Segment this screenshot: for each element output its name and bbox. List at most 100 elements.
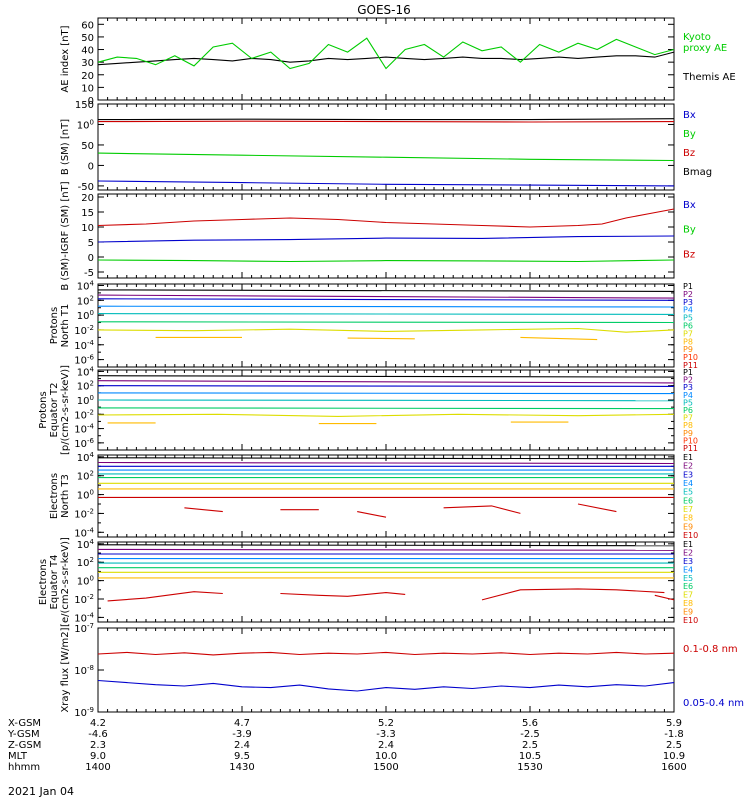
tick-label: 20 — [81, 71, 94, 82]
tick-label: 10-4 — [74, 339, 94, 352]
series-0.1-0.8-nm — [97, 651, 675, 656]
legend-p3: P3 — [683, 298, 693, 307]
series-bmag — [97, 118, 675, 121]
legend-e9: E9 — [683, 522, 693, 531]
legend-p1: P1 — [683, 282, 693, 291]
legend-p9: P9 — [683, 429, 693, 438]
legend-p8: P8 — [683, 421, 693, 430]
tick-label: 15 — [81, 208, 94, 219]
series-p4 — [97, 305, 675, 308]
series-e1 — [97, 544, 675, 547]
legend-p4: P4 — [683, 306, 693, 315]
tick-label: 50 — [81, 33, 94, 44]
legend-p7: P7 — [683, 414, 693, 423]
legend-p3: P3 — [683, 383, 693, 392]
legend-e6: E6 — [683, 496, 693, 505]
footer-value: 1530 — [517, 762, 542, 773]
footer-value: -2.5 — [520, 729, 540, 740]
y-axis-label: Protons — [38, 391, 49, 428]
legend-e6: E6 — [683, 582, 693, 591]
date-label: 2021 Jan 04 — [8, 785, 74, 798]
legend-bz: Bz — [683, 249, 695, 260]
tick-label: 10-4 — [74, 423, 94, 436]
series-p2 — [97, 380, 675, 384]
y-axis-label: North T3 — [60, 474, 71, 518]
y-axis-label: Protons — [49, 307, 60, 344]
tick-label: 100 — [77, 309, 94, 322]
series-by — [97, 152, 675, 162]
series-e10 — [107, 591, 223, 602]
legend-p6: P6 — [683, 322, 693, 331]
tick-label: 10-6 — [74, 437, 94, 450]
series-e10 — [481, 588, 665, 601]
legend-p11: P11 — [683, 444, 698, 453]
footer-row-label: X-GSM — [8, 718, 41, 729]
tick-label: 100 — [77, 394, 94, 407]
legend-p11: P11 — [683, 361, 698, 370]
tick-label: 0 — [88, 161, 94, 172]
footer-value: 1500 — [373, 762, 398, 773]
tick-label: 100 — [77, 575, 94, 588]
series-e2 — [97, 461, 675, 465]
series-e10 — [577, 503, 617, 513]
legend-bx: Bx — [683, 200, 696, 211]
series-p8 — [347, 337, 415, 340]
tick-label: 30 — [81, 58, 94, 69]
legend-p2: P2 — [683, 290, 693, 299]
legend-0.1-0.8-nm: 0.1-0.8 nm — [683, 644, 738, 655]
tick-label: 0 — [88, 96, 94, 107]
tick-label: 104 — [77, 538, 95, 551]
tick-label: 10 — [81, 223, 94, 234]
series-p1 — [97, 375, 675, 378]
tick-label: 60 — [81, 20, 94, 31]
series-p7 — [97, 327, 675, 333]
series-p8 — [520, 336, 598, 341]
footer-value: -3.3 — [376, 729, 396, 740]
legend-e10: E10 — [683, 616, 698, 625]
series-e10 — [280, 592, 406, 597]
tick-label: 10-2 — [74, 408, 94, 421]
tick-label: 10 — [81, 83, 94, 94]
legend-e9: E9 — [683, 608, 693, 617]
series-e10 — [654, 594, 675, 601]
legend-by: By — [683, 129, 696, 140]
series-e10 — [184, 507, 223, 513]
legend-p2: P2 — [683, 376, 693, 385]
y-axis-label: Electrons — [38, 559, 49, 605]
y-axis-label: North T1 — [60, 304, 71, 348]
legend-e1: E1 — [683, 453, 693, 462]
footer-value: 4.2 — [90, 718, 106, 729]
series-0.05-0.4-nm — [97, 679, 675, 692]
tick-label: 104 — [77, 365, 95, 378]
legend-proxy-ae: proxy AE — [683, 43, 727, 54]
tick-label: 104 — [77, 451, 95, 464]
series-bx — [97, 235, 675, 243]
footer-value: 10.5 — [519, 751, 541, 762]
tick-label: 100 — [77, 489, 94, 502]
tick-label: 102 — [77, 556, 94, 569]
legend-e8: E8 — [683, 599, 693, 608]
legend-e5: E5 — [683, 488, 693, 497]
footer-value: 5.9 — [666, 718, 682, 729]
series-e1 — [97, 457, 675, 460]
legend-p4: P4 — [683, 391, 693, 400]
tick-label: -50 — [78, 182, 94, 193]
footer-value: 10.0 — [375, 751, 397, 762]
legend-p5: P5 — [683, 398, 693, 407]
series-e2 — [97, 548, 675, 551]
series-by — [97, 259, 675, 263]
y-axis-label: [e/(cm2-s-sr-keV)] — [60, 537, 71, 627]
tick-label: 10-7 — [74, 622, 94, 635]
legend-e8: E8 — [683, 514, 693, 523]
y-axis-label: Equator T4 — [49, 555, 60, 610]
series-p1 — [97, 289, 675, 292]
legend-e10: E10 — [683, 531, 698, 540]
footer-value: 1400 — [85, 762, 110, 773]
y-axis-label: B (SM)-IGRF (SM) [nT] — [60, 181, 71, 290]
panel-frame — [97, 627, 675, 713]
